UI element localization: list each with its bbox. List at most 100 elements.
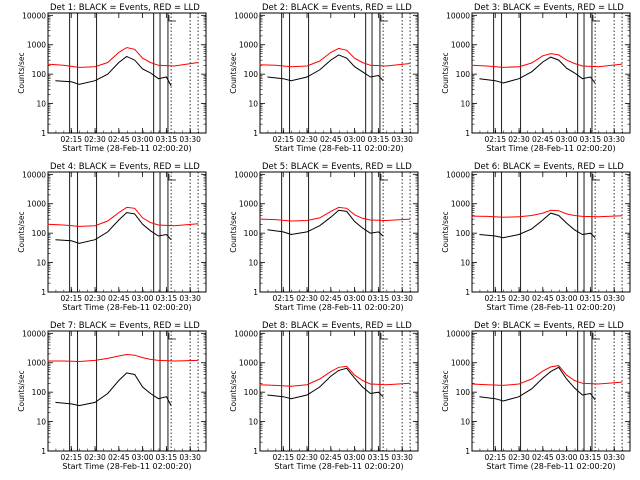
x-tick-label: 03:30 (603, 294, 625, 303)
x-axis-label: Start Time (28-Feb-11 02:00:20) (62, 462, 191, 471)
interval-marker-cap (168, 15, 176, 22)
y-tick-label: 10 (460, 259, 470, 268)
plot-frame (47, 12, 207, 134)
y-tick-label: 1 (253, 129, 258, 138)
x-tick-label: 02:30 (296, 294, 318, 303)
lld-series-line (47, 47, 199, 68)
plot-frame (259, 12, 419, 134)
chart-title: Det 6: BLACK = Events, RED = LLD (474, 162, 624, 172)
chart-panel-8: Det 8: BLACK = Events, RED = LLD 1 10 100 10… (229, 321, 419, 471)
x-tick-label: 02:45 (532, 135, 554, 144)
y-tick-label: 10 (36, 259, 46, 268)
x-tick-label: 02:30 (84, 294, 106, 303)
y-tick-label: 10 (460, 418, 470, 427)
y-tick-label: 100 (456, 388, 471, 397)
x-tick-label: 03:30 (391, 135, 413, 144)
y-tick-label: 1000 (27, 41, 46, 50)
x-axis-label: Start Time (28-Feb-11 02:00:20) (486, 144, 615, 153)
x-tick-label: 02:15 (60, 294, 82, 303)
x-tick-label: 03:00 (556, 294, 578, 303)
x-tick-label: 03:15 (156, 135, 178, 144)
x-tick-label: 03:30 (179, 135, 201, 144)
x-tick-label: 03:15 (368, 294, 390, 303)
y-tick-label: 1000 (239, 359, 258, 368)
y-tick-label: 100 (244, 388, 259, 397)
y-tick-label: 1 (253, 288, 258, 297)
y-axis-label: Counts/sec (17, 370, 26, 411)
plot-frame (259, 330, 419, 452)
x-tick-label: 03:00 (132, 294, 154, 303)
x-tick-label: 03:00 (556, 135, 578, 144)
chart-panel-3: Det 3: BLACK = Events, RED = LLD 1 10 100 10… (441, 3, 631, 153)
chart-title: Det 3: BLACK = Events, RED = LLD (474, 3, 624, 13)
y-tick-label: 1 (465, 129, 470, 138)
events-series-line (479, 212, 596, 239)
chart-title: Det 4: BLACK = Events, RED = LLD (50, 162, 200, 172)
y-tick-label: 10000 (22, 11, 46, 20)
y-tick-label: 1 (465, 447, 470, 456)
lld-series-line (47, 353, 199, 363)
lld-series-line (471, 53, 623, 68)
chart-panel-4: Det 4: BLACK = Events, RED = LLD 1 10 100 10… (17, 162, 207, 312)
x-tick-label: 03:30 (391, 453, 413, 462)
y-tick-label: 1 (253, 447, 258, 456)
interval-marker-cap (380, 333, 388, 340)
plot-frame (471, 330, 631, 452)
x-tick-label: 02:30 (508, 135, 530, 144)
x-tick-label: 02:45 (320, 453, 342, 462)
events-series-line (267, 54, 384, 82)
interval-marker-cap (380, 15, 388, 22)
x-tick-label: 02:15 (484, 453, 506, 462)
x-tick-label: 02:45 (108, 294, 130, 303)
y-tick-label: 10000 (234, 11, 258, 20)
x-tick-label: 03:30 (603, 135, 625, 144)
events-series-line (479, 56, 596, 84)
lld-series-line (471, 209, 623, 218)
y-tick-label: 1000 (451, 359, 470, 368)
lld-series-line (259, 47, 411, 68)
chart-panel-6: Det 6: BLACK = Events, RED = LLD 1 10 100 10… (441, 162, 631, 312)
y-axis-label: Counts/sec (229, 211, 238, 252)
x-tick-label: 03:15 (156, 453, 178, 462)
y-tick-label: 100 (32, 70, 47, 79)
interval-marker-cap (168, 333, 176, 340)
chart-title: Det 9: BLACK = Events, RED = LLD (474, 321, 624, 331)
lld-series-line (259, 206, 411, 222)
x-axis-label: Start Time (28-Feb-11 02:00:20) (274, 462, 403, 471)
y-tick-label: 100 (244, 229, 259, 238)
chart-panel-9: Det 9: BLACK = Events, RED = LLD 1 10 100 10… (441, 321, 631, 471)
y-tick-label: 1000 (239, 41, 258, 50)
y-axis-label: Counts/sec (441, 52, 450, 93)
x-tick-label: 02:15 (60, 453, 82, 462)
events-series-line (55, 212, 172, 244)
y-tick-label: 100 (32, 229, 47, 238)
x-tick-label: 03:00 (132, 453, 154, 462)
x-tick-label: 02:15 (484, 135, 506, 144)
y-tick-label: 100 (456, 229, 471, 238)
lld-series-line (471, 365, 623, 386)
interval-marker-cap (168, 174, 176, 181)
x-axis-label: Start Time (28-Feb-11 02:00:20) (274, 144, 403, 153)
y-axis-label: Counts/sec (229, 52, 238, 93)
interval-marker-cap (592, 15, 600, 22)
y-axis-label: Counts/sec (441, 211, 450, 252)
y-axis-label: Counts/sec (17, 52, 26, 93)
y-tick-label: 100 (456, 70, 471, 79)
x-axis-label: Start Time (28-Feb-11 02:00:20) (62, 303, 191, 312)
x-tick-label: 02:15 (272, 135, 294, 144)
events-series-line (267, 367, 384, 400)
x-tick-label: 02:15 (60, 135, 82, 144)
interval-marker-cap (592, 333, 600, 340)
chart-title: Det 5: BLACK = Events, RED = LLD (262, 162, 412, 172)
lld-series-line (47, 206, 199, 227)
chart-panel-2: Det 2: BLACK = Events, RED = LLD 1 10 100 10… (229, 3, 419, 153)
y-tick-label: 10000 (234, 170, 258, 179)
x-tick-label: 03:30 (391, 294, 413, 303)
x-tick-label: 03:15 (368, 453, 390, 462)
y-tick-label: 1000 (27, 200, 46, 209)
y-tick-label: 1 (41, 129, 46, 138)
plot-frame (47, 171, 207, 293)
plot-frame (471, 12, 631, 134)
y-tick-label: 1000 (451, 200, 470, 209)
x-tick-label: 03:00 (344, 453, 366, 462)
